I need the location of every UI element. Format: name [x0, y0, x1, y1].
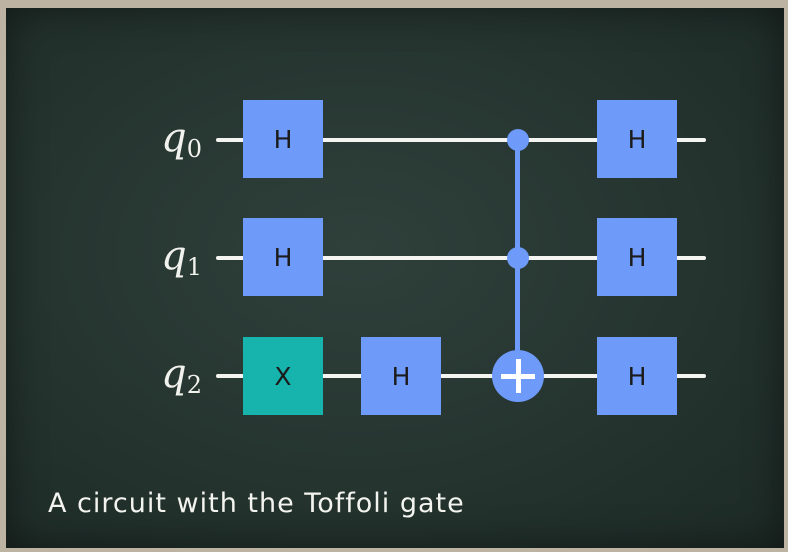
toffoli-target: [492, 350, 544, 402]
h-gate-q1-2: H: [597, 218, 677, 296]
wire-q0: [216, 138, 706, 142]
toffoli-control-dot-q0: [507, 129, 529, 151]
qubit-label-q0: q0: [161, 115, 202, 163]
h-gate-q0-2: H: [597, 100, 677, 178]
x-gate-q2: X: [243, 337, 323, 415]
toffoli-control-dot-q1: [507, 247, 529, 269]
wire-q2: [216, 374, 706, 378]
caption: A circuit with the Toffoli gate: [48, 488, 465, 519]
h-gate-q2-2: H: [597, 337, 677, 415]
h-gate-q2-1: H: [361, 337, 441, 415]
qubit-label-q2: q2: [161, 351, 202, 399]
h-gate-q1-1: H: [243, 218, 323, 296]
qubit-label-q1: q1: [161, 233, 202, 281]
h-gate-q0-1: H: [243, 100, 323, 178]
wire-q1: [216, 256, 706, 260]
